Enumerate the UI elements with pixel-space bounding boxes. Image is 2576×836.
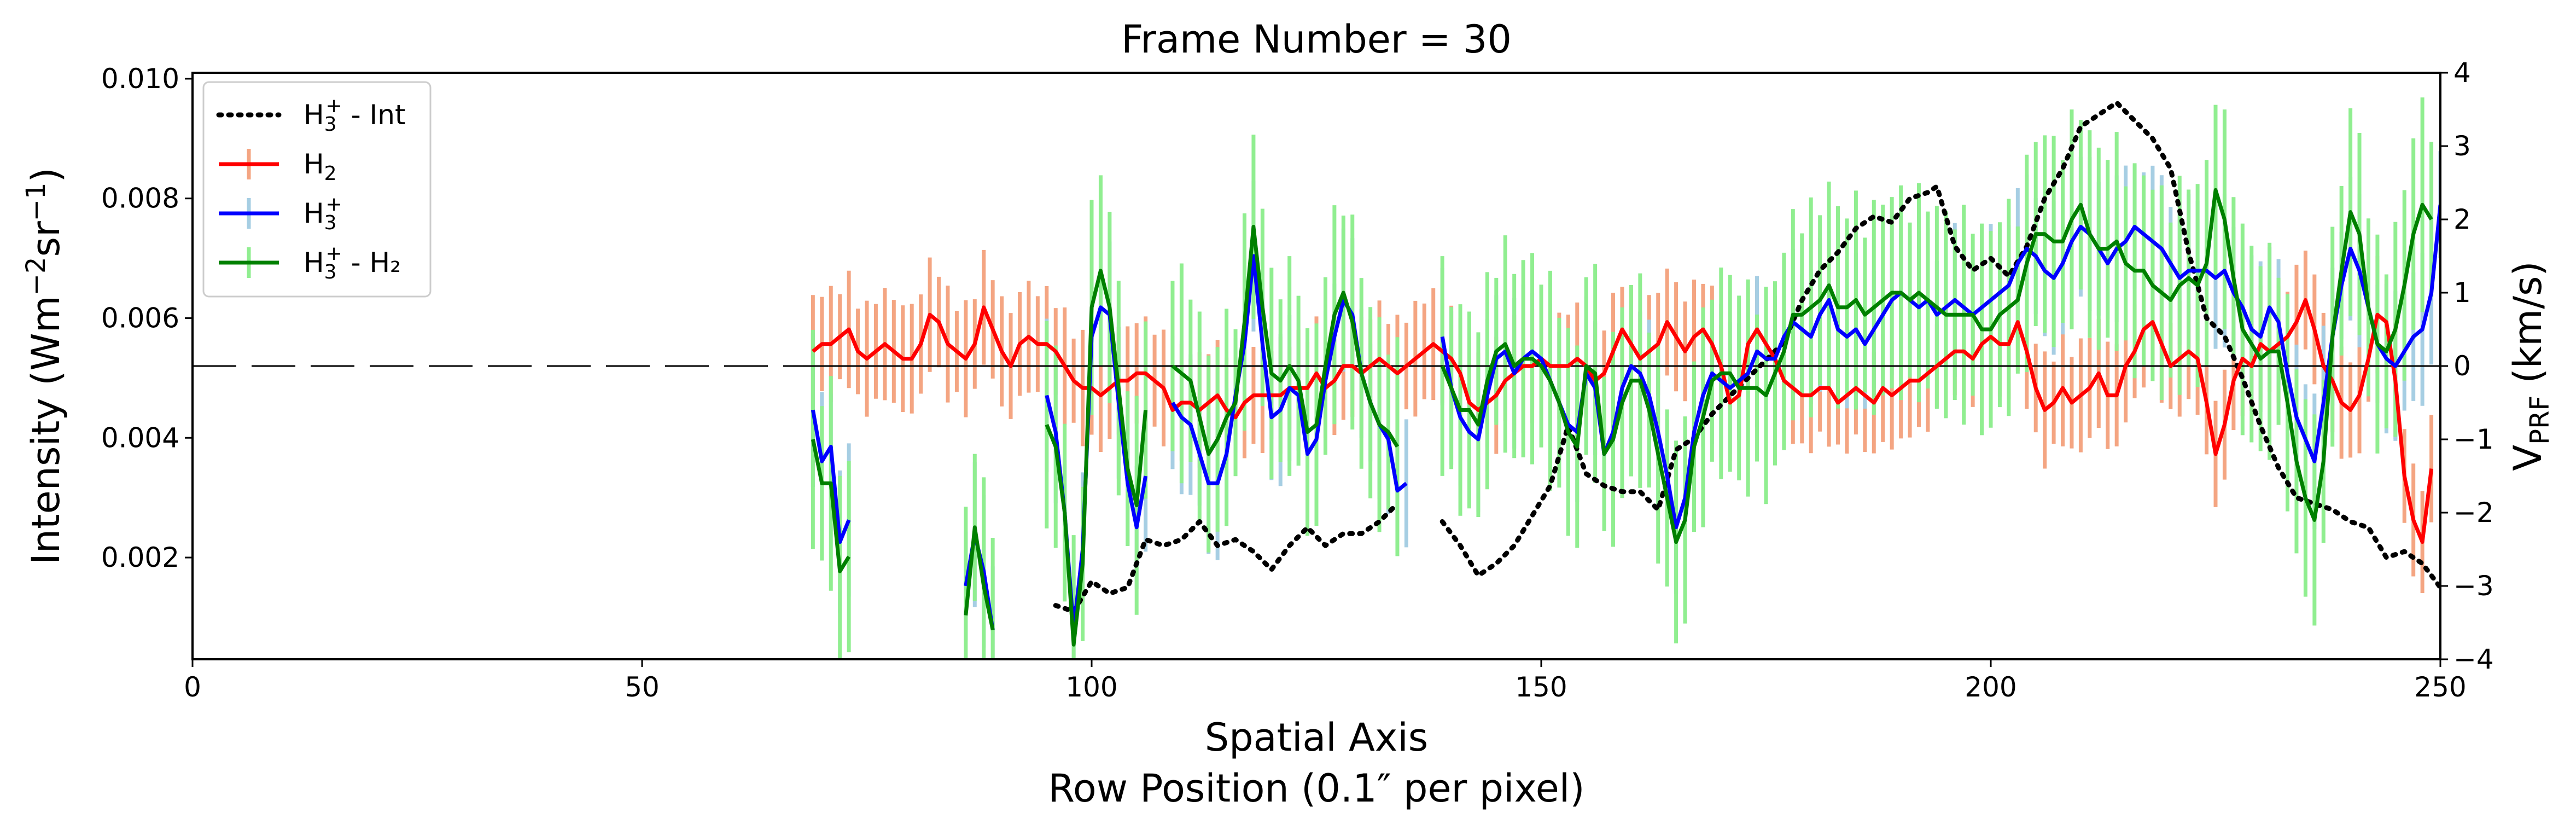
y-right-tick-label: −1 xyxy=(2453,423,2494,455)
series-line xyxy=(1439,100,2440,590)
series-line xyxy=(811,439,851,573)
x-tick-label: 100 xyxy=(1065,671,1117,703)
series-layer xyxy=(811,100,2440,647)
y-right-tick-label: 0 xyxy=(2453,350,2471,382)
x-tick-label: 250 xyxy=(2414,671,2466,703)
y-left-tick-label: 0.008 xyxy=(101,183,179,214)
x-tick-label: 50 xyxy=(625,671,660,703)
y-right-tick-label: 3 xyxy=(2453,130,2471,162)
x-tick-label: 200 xyxy=(1965,671,2016,703)
y-right-tick-label: −2 xyxy=(2453,497,2494,529)
x-axis-title: Spatial Axis xyxy=(1205,715,1428,760)
y-axis-right-title: VPRF (km/s) xyxy=(2505,261,2555,471)
y-left-tick-label: 0.006 xyxy=(101,302,179,334)
legend-label: H3+ - H₂ xyxy=(304,242,401,283)
series-line xyxy=(1053,501,1400,614)
x-tick-label: 150 xyxy=(1515,671,1567,703)
y-right-tick-label: 2 xyxy=(2453,204,2471,235)
y-axis-left: 0.002 0.004 0.006 0.008 0.010 xyxy=(101,63,193,573)
legend-item: H3+ - Int xyxy=(216,95,406,136)
series-line xyxy=(964,525,995,631)
series-line xyxy=(812,298,2434,544)
x-axis: 0 50 100 150 200 250 xyxy=(184,659,2467,703)
legend-label: H3+ xyxy=(304,193,342,234)
chart-title: Frame Number = 30 xyxy=(1121,17,1512,62)
y-right-tick-label: 4 xyxy=(2453,57,2471,89)
legend-box xyxy=(202,81,432,298)
y-right-tick-label: 1 xyxy=(2453,277,2471,309)
legend-item: H3+ - H₂ xyxy=(219,242,401,283)
x-tick-label: 0 xyxy=(184,671,201,703)
series-line xyxy=(1045,269,1148,647)
y-left-tick-label: 0.004 xyxy=(101,422,179,454)
y-axis-right: −4 −3 −2 −1 0 1 2 3 4 xyxy=(2440,57,2494,675)
legend-label: H3+ - Int xyxy=(304,95,406,136)
y-right-tick-label: −4 xyxy=(2453,643,2494,675)
y-left-tick-label: 0.010 xyxy=(101,63,179,95)
y-right-tick-label: −3 xyxy=(2453,570,2494,602)
y-left-tick-label: 0.002 xyxy=(101,542,179,573)
legend-item: H3+ xyxy=(219,193,342,234)
series-line xyxy=(1171,224,1399,456)
y-axis-left-title: Intensity (Wm−2sr−1) xyxy=(21,167,68,565)
x-axis-subtitle: Row Position (0.1″ per pixel) xyxy=(1048,766,1584,811)
series-line xyxy=(811,409,851,544)
series-line xyxy=(1440,188,2433,544)
